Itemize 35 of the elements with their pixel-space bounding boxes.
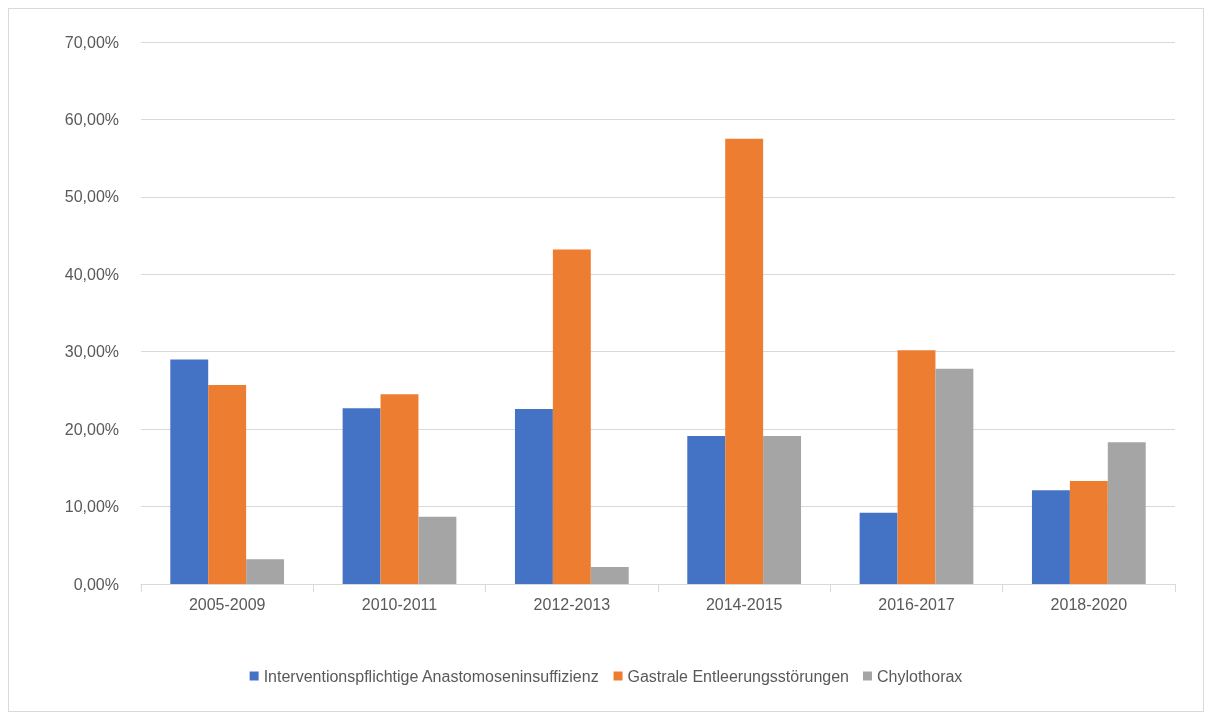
bar — [170, 359, 209, 584]
bar — [859, 512, 898, 584]
bar — [897, 350, 936, 584]
bar — [1069, 481, 1108, 584]
bar — [935, 368, 974, 584]
y-tick-label: 50,00% — [64, 188, 119, 206]
bar — [1107, 442, 1146, 584]
x-tick-label: 2018-2020 — [1050, 595, 1128, 613]
bar — [687, 436, 726, 584]
bar — [552, 249, 591, 584]
legend-label: Chylothorax — [877, 667, 963, 685]
y-tick-label: 40,00% — [64, 265, 119, 283]
bar — [246, 559, 285, 584]
bar — [342, 408, 381, 584]
legend-label: Gastrale Entleerungsstörungen — [627, 667, 849, 685]
x-tick-label: 2010-2011 — [361, 595, 438, 613]
x-tick-label: 2005-2009 — [188, 595, 266, 613]
bar — [763, 436, 802, 584]
legend-label: Interventionspflichtige Anastomoseninsuffizienz — [263, 667, 599, 685]
x-tick-label: 2012-2013 — [533, 595, 611, 613]
y-tick-label: 70,00% — [64, 33, 119, 51]
bar — [418, 516, 457, 584]
bar — [590, 566, 629, 584]
bar — [380, 394, 419, 584]
y-tick-label: 20,00% — [64, 420, 119, 438]
y-tick-label: 10,00% — [64, 498, 119, 516]
y-tick-label: 0,00% — [73, 575, 119, 593]
bar — [208, 385, 247, 584]
y-tick-label: 60,00% — [64, 110, 119, 128]
x-tick-label: 2016-2017 — [878, 595, 955, 613]
bar — [514, 409, 553, 584]
bar — [725, 138, 764, 584]
bar — [1031, 490, 1070, 584]
y-tick-label: 30,00% — [64, 343, 119, 361]
x-tick-label: 2014-2015 — [705, 595, 783, 613]
